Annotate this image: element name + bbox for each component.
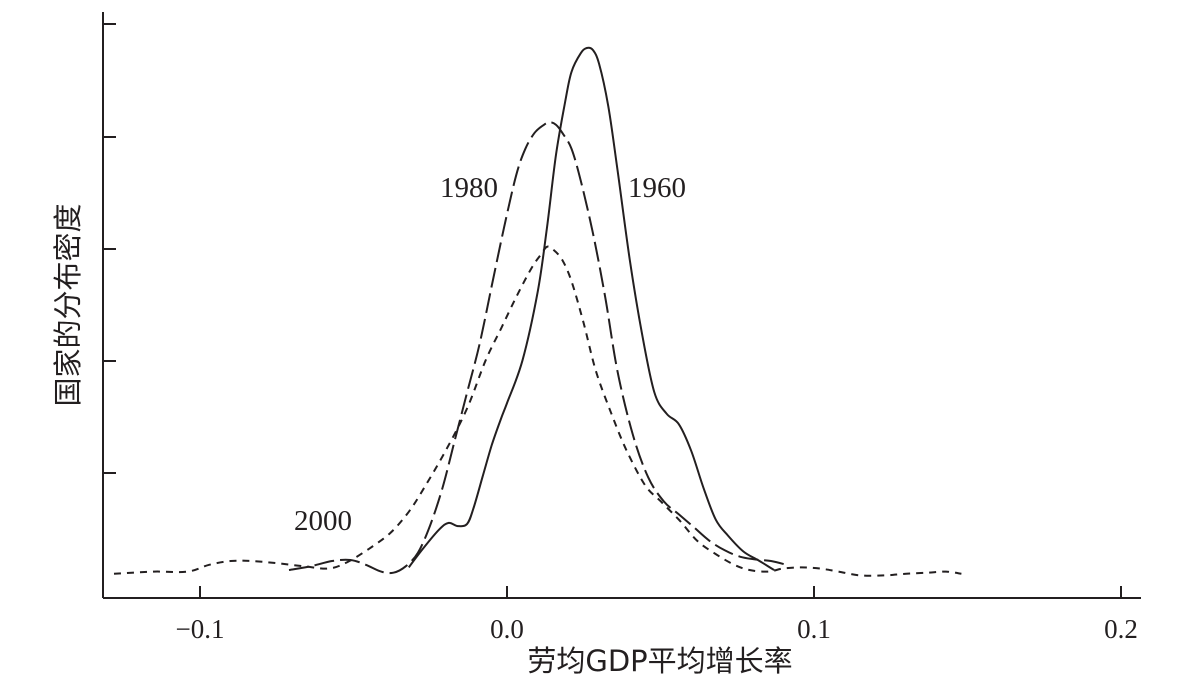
y-axis-title: 国家的分布密度 <box>51 203 85 406</box>
series-line-1980 <box>288 121 787 575</box>
y-ticks <box>103 23 116 474</box>
series-labels: 1960 1980 2000 <box>294 172 686 537</box>
series-layer <box>113 46 962 577</box>
series-line-1960 <box>407 46 775 571</box>
x-axis-title: 劳均GDP平均增长率 <box>527 644 792 678</box>
x-ticks: −0.1 0.0 0.1 0.2 <box>176 586 1138 644</box>
series-label-2000: 2000 <box>294 505 352 537</box>
x-tick-label: 0.2 <box>1104 614 1138 644</box>
x-tick-label: −0.1 <box>176 614 225 644</box>
plot-area: −0.1 0.0 0.1 0.2 1960 1980 2000 <box>102 12 1141 644</box>
series-line-2000 <box>113 245 962 577</box>
x-tick-label: 0.0 <box>490 614 524 644</box>
series-label-1980: 1980 <box>440 172 498 204</box>
series-label-1960: 1960 <box>628 172 686 204</box>
x-tick-label: 0.1 <box>797 614 831 644</box>
